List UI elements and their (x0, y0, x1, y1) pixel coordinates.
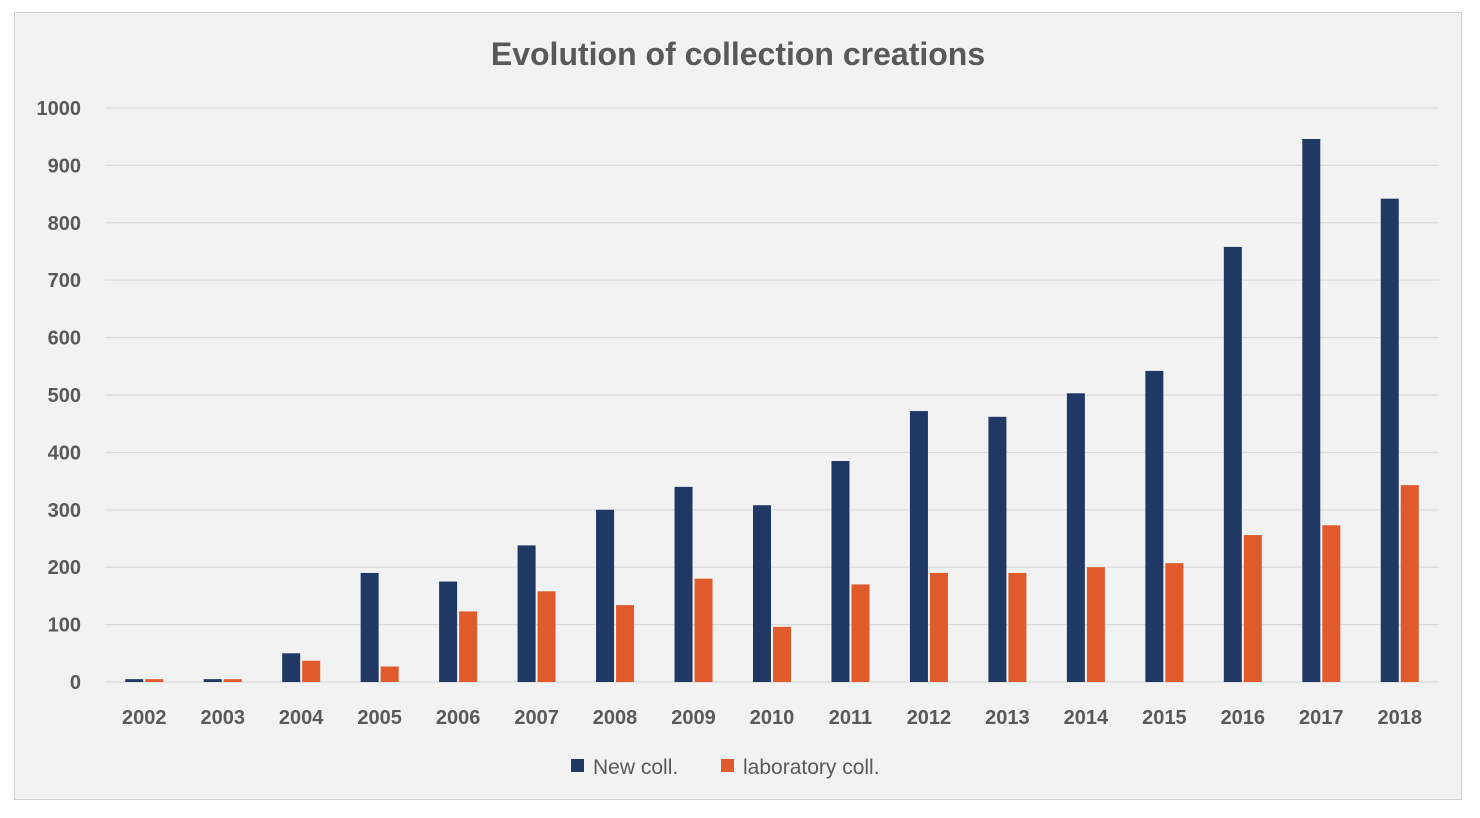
bar-laboratory-coll (223, 679, 242, 682)
x-tick-label: 2011 (829, 707, 872, 729)
bar-new-coll (1223, 246, 1242, 682)
x-tick-label: 2015 (1142, 707, 1187, 729)
y-tick-label: 0 (70, 672, 81, 694)
x-tick-label: 2016 (1221, 707, 1266, 729)
bar-laboratory-coll (1165, 563, 1184, 682)
bar-new-coll (517, 545, 536, 682)
bar-chart: Evolution of collection creations 0 100 20… (37, 36, 1439, 779)
bar-new-coll (596, 509, 615, 682)
bar-laboratory-coll (694, 578, 713, 682)
y-tick-label: 200 (48, 557, 81, 579)
bar-new-coll (203, 679, 222, 682)
bar-new-coll (988, 416, 1007, 682)
bar-new-coll (1302, 138, 1321, 683)
bar-laboratory-coll (1243, 535, 1262, 682)
bar-laboratory-coll (1322, 525, 1341, 682)
legend: New coll. laboratory coll. (571, 756, 880, 779)
legend-swatch (571, 759, 584, 772)
bar-new-coll (1066, 393, 1085, 682)
bar-laboratory-coll (851, 584, 870, 682)
x-tick-label: 2006 (436, 707, 481, 729)
bar-laboratory-coll (145, 679, 164, 682)
x-tick-label: 2018 (1378, 707, 1423, 729)
bar-laboratory-coll (459, 611, 478, 682)
chart-title: Evolution of collection creations (491, 36, 985, 72)
chart-frame: Evolution of collection creations 0 100 20… (14, 12, 1462, 800)
x-tick-label: 2003 (200, 707, 245, 729)
bar-laboratory-coll (1400, 485, 1419, 682)
y-tick-label: 500 (48, 385, 81, 407)
bar-new-coll (282, 653, 301, 682)
y-tick-label: 600 (48, 328, 81, 350)
y-tick-label: 400 (48, 442, 81, 464)
legend-label: New coll. (593, 756, 678, 779)
x-tick-label: 2009 (671, 707, 716, 729)
bar-new-coll (831, 461, 850, 682)
bar-new-coll (674, 486, 693, 682)
x-tick-label: 2010 (750, 707, 795, 729)
bar-new-coll (439, 581, 458, 682)
bar-laboratory-coll (537, 591, 556, 682)
bar-laboratory-coll (1008, 572, 1027, 682)
gridlines (105, 107, 1439, 683)
y-tick-label: 100 (48, 615, 81, 637)
bar-new-coll (125, 679, 144, 682)
x-tick-label: 2013 (985, 707, 1030, 729)
bar-laboratory-coll (302, 660, 321, 682)
bar-new-coll (360, 572, 379, 682)
bar-new-coll (1145, 370, 1164, 682)
x-tick-label: 2007 (514, 707, 559, 729)
x-tick-label: 2004 (279, 707, 324, 729)
x-tick-label: 2008 (593, 707, 638, 729)
legend-swatch (721, 759, 734, 772)
x-tick-label: 2017 (1299, 707, 1344, 729)
bar-laboratory-coll (1086, 567, 1105, 682)
x-tick-label: 2002 (122, 707, 167, 729)
bar-new-coll (1380, 198, 1399, 682)
bar-new-coll (909, 411, 928, 682)
bar-laboratory-coll (616, 605, 635, 682)
bar-laboratory-coll (773, 626, 791, 682)
y-tick-label: 800 (48, 213, 81, 235)
y-tick-label: 1000 (37, 98, 82, 120)
legend-label: laboratory coll. (743, 756, 880, 779)
y-axis-ticks: 0 100 200 300 400 500 600 700 800 900 1000 (37, 98, 82, 694)
bar-new-coll (753, 505, 771, 682)
x-tick-label: 2014 (1064, 707, 1109, 729)
bar-laboratory-coll (929, 572, 948, 682)
y-tick-label: 700 (48, 270, 81, 292)
bars (125, 138, 1419, 683)
bar-laboratory-coll (380, 666, 399, 682)
y-tick-label: 900 (48, 155, 81, 177)
x-axis-ticks: 2002 2003 2004 2005 2006 2007 2008 2009 2010 2011… (122, 707, 1422, 729)
y-tick-label: 300 (48, 500, 81, 522)
x-tick-label: 2012 (907, 707, 952, 729)
x-tick-label: 2005 (357, 707, 402, 729)
